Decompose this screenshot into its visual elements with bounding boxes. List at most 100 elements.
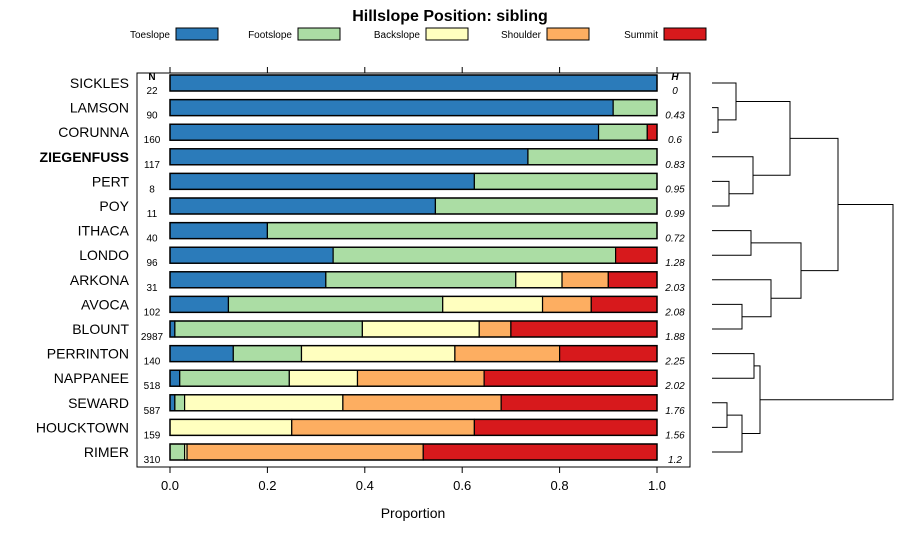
bar-outline-corunna: [169, 123, 658, 141]
n-value-lamson: 90: [146, 111, 158, 122]
n-value-perrinton: 140: [144, 357, 161, 368]
bar-outline-ithaca: [169, 221, 658, 240]
bar-segment-nappanee-backslope: [288, 369, 359, 387]
bar-segment-houcktown-backslope: [169, 418, 293, 436]
category-label-lamson: LAMSON: [70, 100, 129, 116]
bar-segment-ithaca-footslope: [266, 222, 658, 240]
dendro-link-7: [712, 303, 743, 330]
bar-segment-blount-footslope: [174, 320, 363, 338]
category-label-avoca: AVOCA: [81, 296, 130, 312]
dendro-link-10: [790, 137, 839, 272]
bar-outline-seward: [169, 394, 658, 412]
bar-segment-lamson-toeslope: [169, 98, 614, 117]
bar-segment-seward-shoulder: [342, 394, 502, 412]
bar-segment-perrinton-toeslope: [169, 345, 234, 363]
bar-segment-rimer-shoulder: [186, 443, 424, 461]
bar-segment-seward-toeslope: [169, 394, 176, 412]
bar-segment-lamson-footslope: [612, 98, 658, 117]
bar-segment-nappanee-toeslope: [169, 369, 181, 387]
dendro-link-15: [760, 203, 894, 401]
category-label-pert: PERT: [92, 173, 130, 189]
h-value-blount: 1.88: [665, 332, 685, 343]
legend-label-footslope: Footslope: [248, 30, 292, 41]
legend-label-summit: Summit: [624, 30, 658, 41]
h-value-ziegenfuss: 0.83: [665, 160, 685, 171]
bar-segment-perrinton-summit: [558, 345, 658, 363]
bar-outline-londo: [169, 246, 658, 264]
legend-swatch-toeslope: [175, 27, 219, 41]
bar-outline-poy: [169, 197, 658, 215]
bar-segment-londo-summit: [615, 246, 658, 264]
category-label-blount: BLOUNT: [72, 321, 129, 337]
n-value-corunna: 160: [144, 135, 161, 146]
legend-swatch-shoulder: [546, 27, 590, 41]
h-value-pert: 0.95: [665, 184, 685, 195]
legend-label-backslope: Backslope: [374, 30, 421, 41]
bar-outline-ziegenfuss: [169, 148, 658, 166]
category-label-arkona: ARKONA: [70, 272, 130, 288]
bar-segment-poy-footslope: [434, 197, 658, 215]
category-label-poy: POY: [99, 198, 129, 214]
h-value-sickles: 0: [672, 86, 678, 97]
n-value-poy: 11: [147, 209, 158, 220]
bar-segment-blount-summit: [510, 320, 658, 338]
dendro-link-3: [712, 180, 730, 207]
bar-segment-seward-backslope: [184, 394, 344, 412]
dendrogram: [712, 82, 894, 453]
dendro-link-1: [712, 107, 719, 133]
x-tick-label-3: 0.6: [453, 478, 471, 493]
bar-segment-houcktown-shoulder: [291, 418, 475, 436]
category-label-perrinton: PERRINTON: [47, 346, 129, 362]
n-value-seward: 587: [144, 406, 161, 417]
dendro-link-6: [712, 230, 752, 256]
n-value-blount: 2987: [141, 332, 164, 343]
h-value-nappanee: 2.02: [664, 381, 685, 392]
dendro-link-4: [712, 156, 754, 195]
legend: Toeslope Footslope Backslope Shoulder Summit: [130, 27, 707, 41]
plot-frame: [136, 72, 691, 468]
x-tick-label-0: 0.0: [161, 478, 179, 493]
bar-segment-seward-footslope: [174, 394, 186, 412]
bar-segment-corunna-summit: [646, 123, 658, 141]
x-axis-label: Proportion: [381, 505, 446, 521]
bars-group: [169, 74, 658, 461]
x-tick-label-2: 0.4: [356, 478, 374, 493]
dendro-link-14: [742, 365, 761, 435]
bar-segment-perrinton-backslope: [300, 345, 456, 363]
n-value-ithaca: 40: [146, 234, 158, 245]
bar-segment-houcktown-summit: [473, 418, 658, 436]
bar-segment-rimer-summit: [422, 443, 658, 461]
legend-swatch-backslope: [425, 27, 469, 41]
bar-segment-avoca-footslope: [227, 295, 444, 313]
bar-segment-avoca-shoulder: [541, 295, 592, 313]
bar-segment-pert-toeslope: [169, 172, 475, 190]
legend-label-shoulder: Shoulder: [501, 30, 542, 41]
category-label-londo: LONDO: [79, 247, 129, 263]
dendro-link-11: [712, 353, 755, 379]
dendro-link-9: [751, 242, 802, 299]
bar-segment-arkona-backslope: [515, 271, 563, 289]
bar-segment-avoca-summit: [590, 295, 658, 313]
h-value-poy: 0.99: [665, 209, 685, 220]
n-header: N: [148, 72, 155, 83]
bar-segment-blount-shoulder: [478, 320, 512, 338]
h-value-londo: 1.28: [665, 258, 685, 269]
h-value-arkona: 2.03: [664, 283, 685, 294]
h-value-seward: 1.76: [665, 406, 685, 417]
bar-segment-perrinton-footslope: [232, 345, 303, 363]
chart-title: Hillslope Position: sibling: [352, 8, 548, 25]
bar-segment-sickles-toeslope: [169, 74, 658, 92]
bar-segment-avoca-backslope: [442, 295, 544, 313]
h-value-avoca: 2.08: [664, 307, 685, 318]
dendro-link-5: [736, 100, 791, 176]
bar-outline-nappanee: [169, 369, 658, 387]
bar-outline-arkona: [169, 271, 658, 289]
bar-outline-avoca: [169, 295, 658, 314]
n-value-houcktown: 159: [144, 430, 161, 441]
category-label-nappanee: NAPPANEE: [54, 370, 129, 386]
bar-segment-arkona-shoulder: [561, 271, 609, 289]
legend-swatch-footslope: [297, 27, 341, 41]
bar-segment-avoca-toeslope: [169, 295, 230, 313]
